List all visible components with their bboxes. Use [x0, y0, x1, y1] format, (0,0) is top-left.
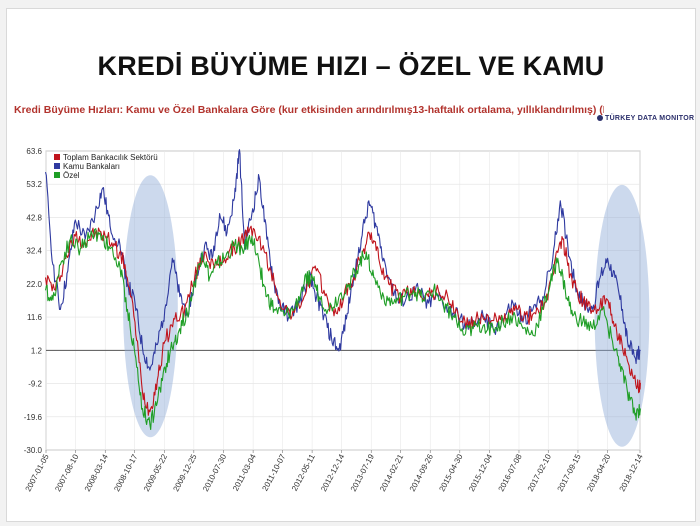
- slide-title: KREDİ BÜYÜME HIZI – ÖZEL VE KAMU: [97, 51, 605, 81]
- x-tick-label: 2014-02-21: [378, 452, 405, 493]
- x-tick-label: 2012-05-11: [290, 452, 317, 492]
- legend-label: Kamu Bankaları: [63, 162, 120, 171]
- y-tick-label: 1.2: [31, 346, 43, 355]
- y-tick-label: 53.2: [26, 180, 42, 189]
- x-tick-label: 2007-08-10: [53, 452, 80, 493]
- series-line-1: [44, 149, 641, 371]
- series-line-0: [44, 225, 641, 416]
- x-tick-label: 2017-09-15: [556, 452, 583, 493]
- legend-swatch: [54, 154, 60, 160]
- x-tick-label: 2007-01-05: [24, 452, 51, 493]
- brand-text: TÜRKEY DATA MONITOR: [605, 115, 695, 122]
- x-tick-label: 2014-09-26: [408, 452, 435, 493]
- x-tick-label: 2018-12-14: [618, 452, 645, 493]
- x-tick-label: 2010-07-30: [201, 452, 228, 493]
- x-axis: 2007-01-05 2007-08-10 2008-03-14 2008-10-17…: [24, 450, 645, 493]
- highlight-ellipse-2008: [123, 175, 178, 438]
- x-tick-label: 2011-03-04: [231, 452, 258, 492]
- y-tick-label: 32.4: [26, 247, 42, 256]
- y-tick-label: -9.2: [28, 380, 42, 389]
- legend-swatch: [54, 172, 60, 178]
- legend-swatch: [54, 163, 60, 169]
- y-axis: 63.6 53.2 42.8 32.4 22.0 11.6 1.2 -9.2 -19.6 -30.…: [24, 147, 43, 455]
- x-tick-label: 2015-04-30: [437, 452, 464, 493]
- y-tick-label: -19.6: [24, 413, 43, 422]
- x-tick-label: 2009-12-25: [171, 452, 198, 493]
- x-tick-label: 2008-10-17: [112, 452, 139, 493]
- x-tick-label: 2011-10-07: [260, 452, 287, 492]
- x-tick-label: 2015-12-04: [467, 452, 494, 493]
- x-tick-label: 2009-05-22: [142, 452, 169, 493]
- grid-lines: [45, 150, 641, 451]
- x-tick-label: 2017-02-10: [526, 452, 553, 493]
- y-tick-label: 42.8: [26, 213, 42, 222]
- y-tick-label: 11.6: [27, 313, 43, 322]
- series-line-2: [44, 228, 641, 431]
- x-tick-label: 2018-04-20: [585, 452, 612, 493]
- x-tick-label: 2016-07-08: [497, 452, 524, 493]
- chart-title: Kredi Büyüme Hızları: Kamu ve Özel Banka…: [14, 104, 604, 116]
- y-tick-label: 63.6: [26, 147, 42, 156]
- y-tick-label: -30.0: [24, 446, 43, 455]
- legend-label: Özel: [63, 171, 80, 180]
- y-tick-label: 22.0: [26, 280, 42, 289]
- series-layer: [44, 149, 641, 431]
- legend-label: Toplam Bankacılık Sektörü: [63, 153, 158, 162]
- highlight-ellipse-2018: [594, 184, 650, 447]
- x-tick-label: 2008-03-14: [83, 452, 110, 493]
- brand-logo: TÜRKEY DATA MONITOR: [597, 115, 694, 122]
- globe-icon: [597, 115, 603, 122]
- x-tick-label: 2013-07-19: [349, 452, 376, 493]
- x-tick-label: 2012-12-14: [319, 452, 346, 493]
